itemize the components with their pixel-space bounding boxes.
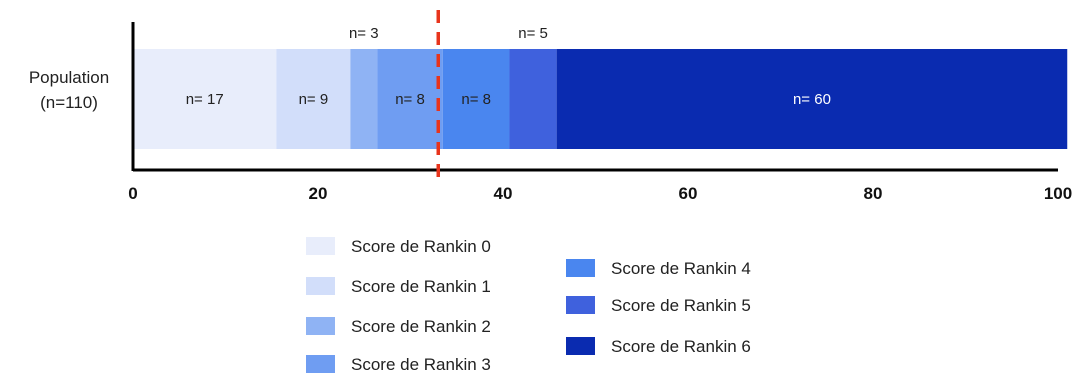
category-label-line-1: Population xyxy=(29,68,109,87)
x-tick-label-40: 40 xyxy=(494,184,513,203)
x-tick-label-60: 60 xyxy=(679,184,698,203)
legend-item-rankin-0: Score de Rankin 0 xyxy=(306,237,491,256)
bar-segment-rankin-5 xyxy=(509,49,557,149)
x-tick-labels: 0 20 40 60 80 100 xyxy=(128,184,1072,203)
legend-swatch xyxy=(306,317,335,335)
legend-swatch xyxy=(306,355,335,373)
legend-label: Score de Rankin 3 xyxy=(351,355,491,374)
x-tick-label-0: 0 xyxy=(128,184,137,203)
segment-label-rankin-1: n= 9 xyxy=(299,91,329,108)
legend-item-rankin-3: Score de Rankin 3 xyxy=(306,355,491,374)
bar-segment-rankin-0 xyxy=(133,49,277,149)
legend-label: Score de Rankin 4 xyxy=(611,259,751,278)
segment-label-rankin-6: n= 60 xyxy=(793,91,831,108)
category-label-line-2: (n=110) xyxy=(40,93,98,112)
legend-swatch xyxy=(566,337,595,355)
legend-swatch xyxy=(566,296,595,314)
legend-label: Score de Rankin 2 xyxy=(351,317,491,336)
bar-segment-rankin-2 xyxy=(350,49,378,149)
legend-swatch xyxy=(306,277,335,295)
x-tick-label-80: 80 xyxy=(864,184,883,203)
segment-label-rankin-5: n= 5 xyxy=(518,25,548,42)
bar-segment-rankin-3 xyxy=(377,49,443,149)
legend-label: Score de Rankin 6 xyxy=(611,337,751,356)
legend-item-rankin-6: Score de Rankin 6 xyxy=(566,337,751,356)
segment-label-rankin-4: n= 8 xyxy=(461,91,491,108)
legend-label: Score de Rankin 1 xyxy=(351,277,491,296)
bar-segment-rankin-1 xyxy=(276,49,351,149)
legend-swatch xyxy=(566,259,595,277)
segment-label-rankin-0: n= 17 xyxy=(186,91,224,108)
segment-label-rankin-3: n= 8 xyxy=(395,91,425,108)
legend-swatch xyxy=(306,237,335,255)
legend-label: Score de Rankin 0 xyxy=(351,237,491,256)
legend-item-rankin-4: Score de Rankin 4 xyxy=(566,259,751,278)
bar-segments xyxy=(133,49,1068,149)
x-tick-label-20: 20 xyxy=(309,184,328,203)
legend-item-rankin-5: Score de Rankin 5 xyxy=(566,296,751,315)
bar-segment-rankin-6 xyxy=(556,49,1068,149)
legend-label: Score de Rankin 5 xyxy=(611,296,751,315)
segment-labels: n= 17 n= 9 n= 3 n= 8 n= 8 n= 5 n= 60 xyxy=(186,25,831,108)
legend-item-rankin-2: Score de Rankin 2 xyxy=(306,317,491,336)
legend-item-rankin-1: Score de Rankin 1 xyxy=(306,277,491,296)
bar-segment-rankin-4 xyxy=(442,49,510,149)
category-label: Population (n=110) xyxy=(29,68,109,112)
segment-label-rankin-2: n= 3 xyxy=(349,25,379,42)
x-tick-label-100: 100 xyxy=(1044,184,1072,203)
legend: Score de Rankin 0 Score de Rankin 1 Score … xyxy=(306,237,751,374)
